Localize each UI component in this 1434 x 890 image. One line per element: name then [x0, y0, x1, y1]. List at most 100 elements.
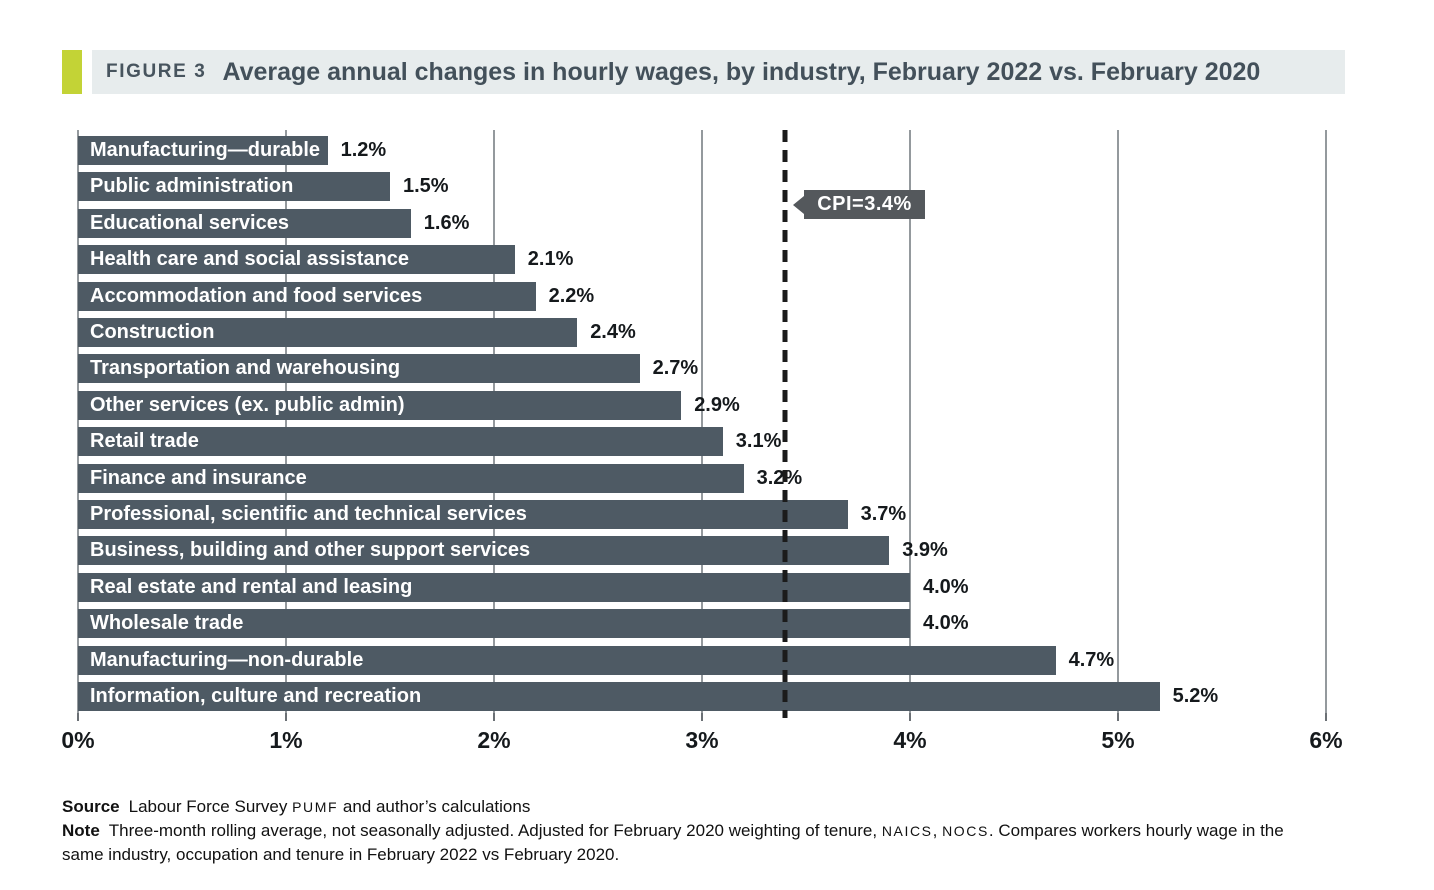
- bar-category-label: Health care and social assistance: [90, 248, 410, 271]
- bar-row: Educational services 1.6%: [78, 208, 1326, 238]
- source-acronym: PUMF: [292, 799, 339, 815]
- bar-value-label: 5.2%: [1172, 685, 1219, 707]
- bar-value-label: 3.2%: [756, 466, 803, 489]
- bar-category-label: Real estate and rental and leasing: [90, 575, 413, 598]
- gridline: [1325, 130, 1327, 713]
- bar-category-label: Accommodation and food services: [90, 284, 423, 307]
- gridline: [1117, 130, 1119, 713]
- bar-value-label: 2.4%: [590, 321, 636, 343]
- bar-value-label: 3.9%: [902, 539, 948, 562]
- note-line: Note Three-month rolling average, not sea…: [62, 819, 1302, 867]
- bar: Construction: [78, 318, 578, 347]
- bar-value-label: 4.0%: [923, 612, 969, 635]
- bar-row: Information, culture and recreation 5.2%: [78, 682, 1326, 711]
- source-line: Source Labour Force Survey PUMF and autho…: [62, 795, 1302, 819]
- bar-value-label: 1.2%: [340, 139, 387, 161]
- bar: Retail trade: [78, 427, 723, 457]
- bar: Real estate and rental and leasing: [78, 572, 910, 602]
- bar: Finance and insurance: [78, 463, 744, 493]
- figure-number-label: FIGURE 3: [106, 61, 207, 82]
- bar-category-label: Business, building and other support ser…: [90, 539, 531, 562]
- axis-tick: [1117, 713, 1119, 721]
- figure-title-strip: FIGURE 3 Average annual changes in hourl…: [92, 50, 1345, 94]
- bar: Wholesale trade: [78, 609, 910, 639]
- note-acronym: NOCS: [942, 823, 989, 839]
- gridline: [77, 130, 79, 713]
- axis-tick: [493, 713, 495, 721]
- axis-tick-label: 3%: [685, 727, 719, 753]
- wage-change-bar-chart: 0% 1% 2% 3% 4% 5% 6% Manufacturing—durable 1.2%…: [61, 130, 1343, 753]
- bar-category-label: Finance and insurance: [90, 466, 307, 489]
- axis-tick-label: 1%: [269, 727, 303, 753]
- bar-category-label: Professional, scientific and technical s…: [90, 503, 527, 525]
- source-label: Source: [62, 797, 120, 816]
- bar-value-label: 2.7%: [652, 357, 699, 380]
- arrow-left-icon: [793, 195, 805, 214]
- bar: Manufacturing—non-durable: [78, 645, 1056, 675]
- bar-category-label: Other services (ex. public admin): [90, 393, 405, 416]
- source-text: Labour Force Survey: [128, 797, 293, 816]
- figure-footnotes: Source Labour Force Survey PUMF and autho…: [62, 795, 1302, 867]
- bar-value-label: 4.0%: [923, 575, 969, 598]
- axis-tick-label: 2%: [477, 727, 511, 753]
- bar: Information, culture and recreation: [78, 682, 1160, 711]
- bar-category-label: Wholesale trade: [90, 612, 244, 635]
- bar-value-label: 1.5%: [403, 175, 449, 198]
- cpi-reference-line: [782, 130, 788, 718]
- bar-row: Finance and insurance 3.2%: [78, 463, 1326, 493]
- bar-value-label: 2.2%: [548, 284, 595, 307]
- bar: Health care and social assistance: [78, 245, 515, 275]
- gridline: [285, 130, 287, 713]
- gridline: [909, 130, 911, 713]
- bar-value-label: 2.1%: [527, 248, 574, 271]
- bar-category-label: Public administration: [90, 175, 294, 198]
- bar-row: Construction 2.4%: [78, 318, 1326, 347]
- bar-row: Accommodation and food services 2.2%: [78, 281, 1326, 311]
- source-text: and author’s calculations: [338, 797, 531, 816]
- bar-row: Health care and social assistance 2.1%: [78, 245, 1326, 275]
- figure-header: FIGURE 3 Average annual changes in hourl…: [0, 50, 1434, 94]
- note-label: Note: [62, 821, 100, 840]
- note-text: ,: [932, 821, 943, 840]
- bar: Professional, scientific and technical s…: [78, 500, 848, 529]
- axis-tick: [701, 713, 703, 721]
- bar-category-label: Educational services: [90, 211, 289, 234]
- cpi-callout: CPI=3.4%: [793, 190, 925, 219]
- bar-row: Wholesale trade 4.0%: [78, 609, 1326, 639]
- axis-tick-label: 5%: [1101, 727, 1135, 753]
- bar-category-label: Information, culture and recreation: [90, 685, 422, 707]
- axis-tick-label: 0%: [61, 727, 95, 753]
- bar: Business, building and other support ser…: [78, 536, 890, 566]
- bar-row: Transportation and warehousing 2.7%: [78, 354, 1326, 384]
- bar-category-label: Manufacturing—non-durable: [90, 648, 364, 671]
- bar-category-label: Transportation and warehousing: [90, 357, 401, 380]
- axis-tick-label: 4%: [893, 727, 927, 753]
- note-text: . Compares workers hourly wage in the sa…: [62, 821, 1284, 864]
- bar-row: Retail trade 3.1%: [78, 427, 1326, 457]
- cpi-callout-label: CPI=3.4%: [804, 190, 925, 219]
- bar: Educational services: [78, 208, 411, 238]
- axis-tick: [285, 713, 287, 721]
- bar-row: Real estate and rental and leasing 4.0%: [78, 572, 1326, 602]
- bar-row: Manufacturing—non-durable 4.7%: [78, 645, 1326, 675]
- bar-category-label: Manufacturing—durable: [90, 139, 321, 161]
- axis-tick: [77, 713, 79, 721]
- axis-tick-label: 6%: [1309, 727, 1343, 753]
- bar: Other services (ex. public admin): [78, 390, 682, 420]
- figure-title: Average annual changes in hourly wages, …: [222, 57, 1261, 86]
- bar-value-label: 1.6%: [423, 211, 470, 234]
- bar-value-label: 3.1%: [735, 430, 782, 453]
- bar: Accommodation and food services: [78, 281, 536, 311]
- bar-category-label: Construction: [90, 321, 215, 343]
- bar-row: Business, building and other support ser…: [78, 536, 1326, 566]
- accent-bar: [62, 50, 82, 94]
- bar-value-label: 3.7%: [860, 503, 907, 525]
- note-acronym: NAICS: [881, 823, 933, 839]
- bar-row: Public administration 1.5%: [78, 172, 1326, 202]
- bar: Transportation and warehousing: [78, 354, 640, 384]
- note-text: Three-month rolling average, not seasona…: [108, 821, 882, 840]
- bar-row: Manufacturing—durable 1.2%: [78, 136, 1326, 165]
- axis-tick: [1325, 713, 1327, 721]
- bar-value-label: 4.7%: [1068, 648, 1115, 671]
